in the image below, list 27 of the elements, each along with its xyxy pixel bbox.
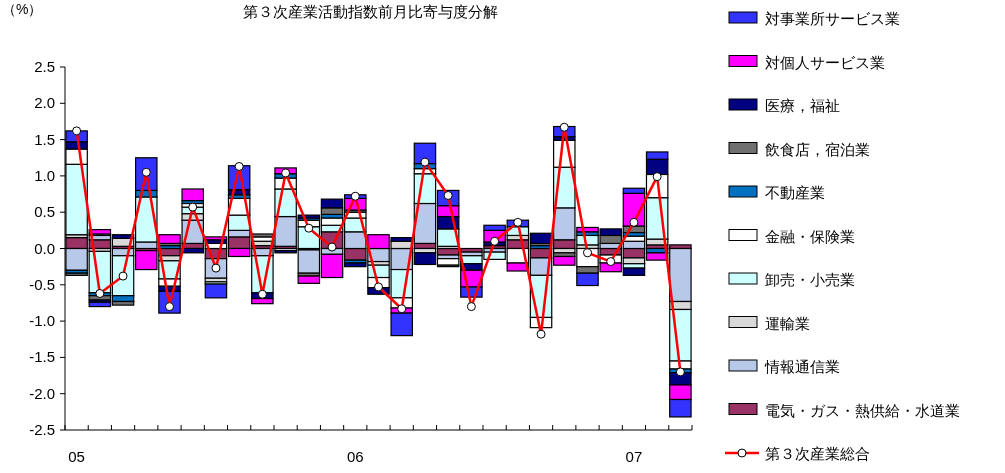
x-tick-label: 05 — [68, 448, 85, 465]
chart-title: 第３次産業活動指数前月比寄与度分解 — [242, 3, 498, 20]
legend-label: 卸売・小売業 — [765, 271, 855, 288]
legend-label: 医療，福祉 — [765, 97, 840, 114]
y-tick-label: 2.0 — [34, 94, 55, 112]
legend-label: 飲食店，宿泊業 — [765, 140, 870, 158]
legend-label: 対個人サービス業 — [765, 53, 885, 71]
y-axis-title: （%） — [2, 1, 43, 17]
x-tick-label: 06 — [346, 448, 364, 465]
legend-label: 金融・保険業 — [765, 227, 855, 245]
y-tick-label: 0.5 — [34, 203, 55, 221]
y-tick-label: 0.0 — [34, 239, 55, 257]
legend-label: 対事業所サービス業 — [765, 10, 900, 27]
y-tick-label: -1.0 — [29, 312, 55, 330]
legend-label: 情報通信業 — [764, 358, 840, 375]
y-tick-label: 1.5 — [34, 130, 55, 148]
y-tick-label: -1.5 — [29, 348, 55, 366]
y-tick-label: 2.5 — [34, 58, 55, 75]
y-tick-label: -2.0 — [29, 384, 55, 402]
y-tick-label: 1.0 — [34, 166, 55, 184]
x-tick-label: 07 — [625, 448, 643, 465]
y-tick-label: -0.5 — [29, 275, 55, 293]
legend-label: 不動産業 — [765, 184, 825, 201]
legend-label: 第３次産業総合 — [765, 445, 870, 462]
legend-label: 電気・ガス・熱供給・水道業 — [765, 401, 960, 419]
y-tick-label: -2.5 — [29, 421, 55, 438]
legend-label: 運輸業 — [765, 314, 810, 332]
